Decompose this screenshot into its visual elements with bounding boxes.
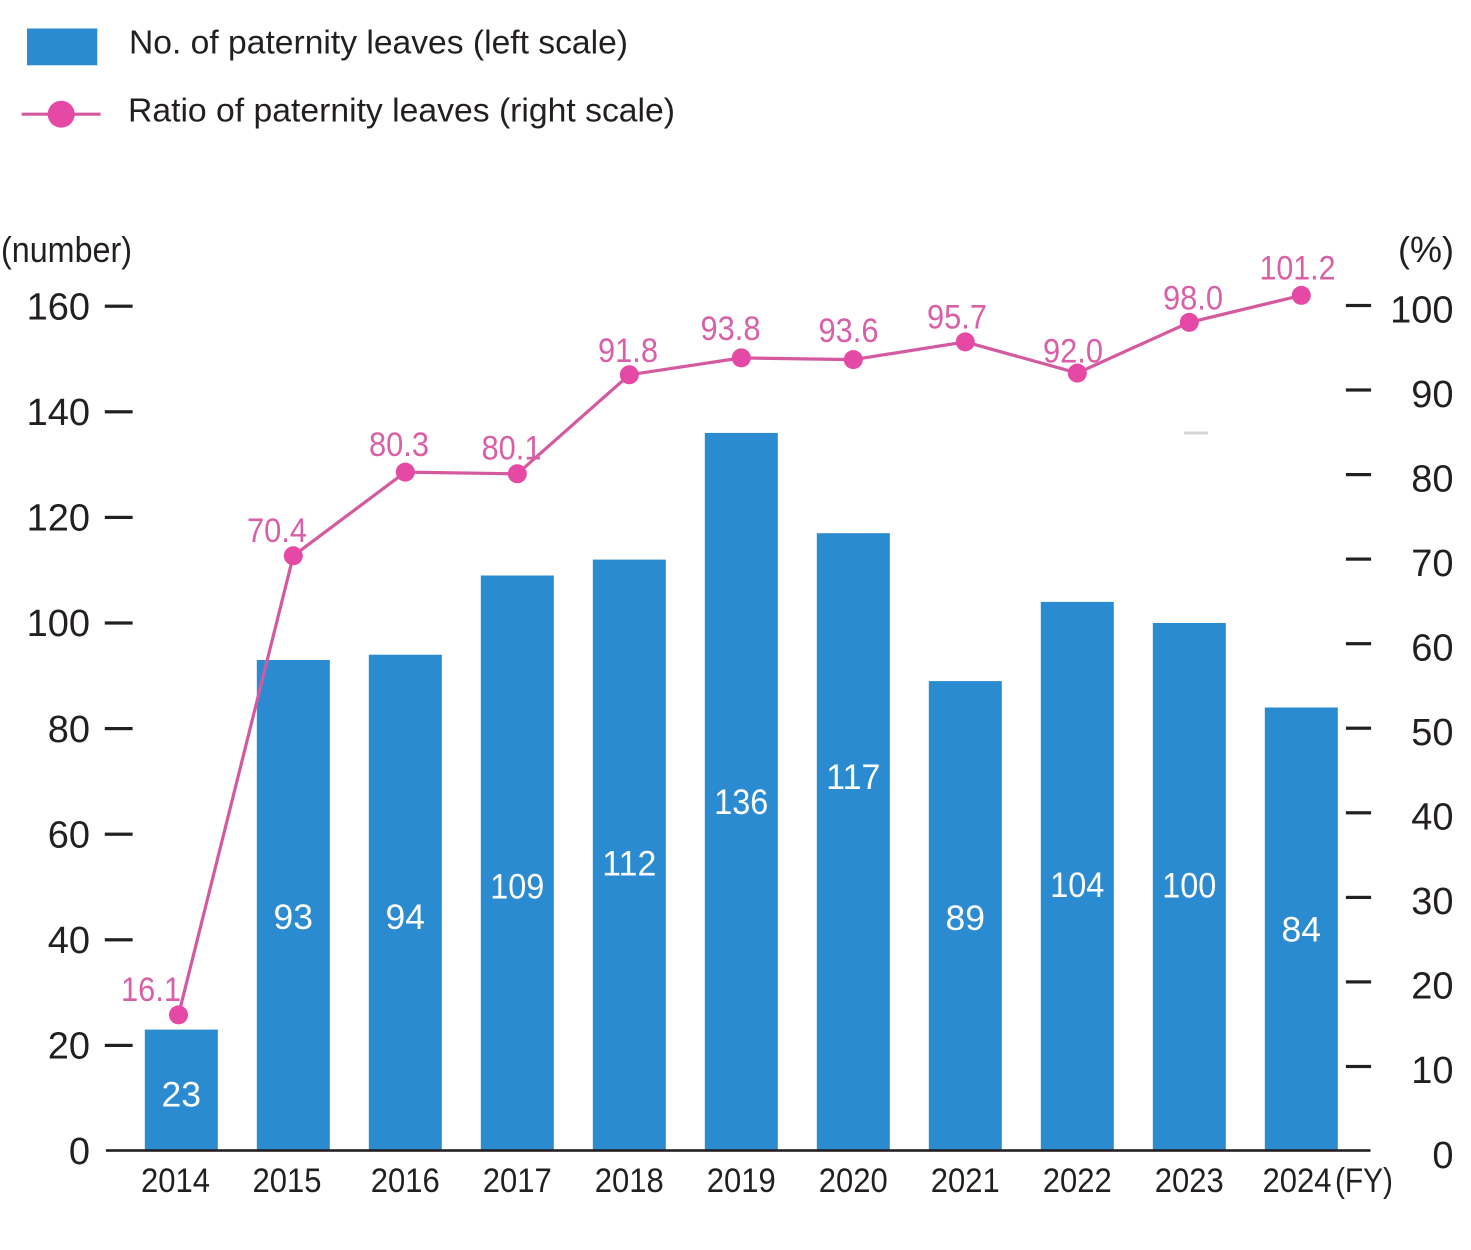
svg-text:92.0: 92.0 [1043, 333, 1103, 371]
svg-text:30: 30 [1411, 881, 1453, 923]
svg-text:40: 40 [1411, 797, 1453, 839]
svg-text:(%): (%) [1398, 229, 1454, 270]
svg-text:2024: 2024 [1263, 1162, 1332, 1200]
svg-text:101.2: 101.2 [1260, 250, 1336, 288]
svg-text:2018: 2018 [595, 1162, 664, 1200]
svg-text:80: 80 [1411, 458, 1453, 500]
svg-text:70.4: 70.4 [247, 512, 307, 550]
svg-text:0: 0 [1432, 1135, 1453, 1177]
svg-text:2016: 2016 [371, 1162, 440, 1200]
svg-text:90: 90 [1411, 374, 1453, 416]
svg-text:80.1: 80.1 [482, 430, 542, 468]
svg-text:20: 20 [1411, 966, 1453, 1008]
svg-text:60: 60 [48, 814, 90, 856]
svg-text:117: 117 [826, 757, 880, 797]
svg-text:No. of paternity leaves (left: No. of paternity leaves (left scale) [129, 24, 628, 61]
svg-text:2023: 2023 [1155, 1162, 1224, 1200]
svg-text:94: 94 [386, 897, 426, 937]
svg-text:136: 136 [714, 782, 768, 822]
svg-text:2019: 2019 [707, 1162, 776, 1200]
svg-text:93.6: 93.6 [819, 312, 879, 350]
svg-text:(number): (number) [1, 229, 132, 270]
svg-text:120: 120 [27, 498, 90, 540]
svg-text:2017: 2017 [483, 1162, 552, 1200]
svg-text:93: 93 [274, 897, 314, 937]
svg-text:40: 40 [48, 920, 90, 962]
svg-text:80.3: 80.3 [369, 426, 429, 464]
svg-text:89: 89 [946, 898, 986, 938]
svg-text:91.8: 91.8 [598, 332, 658, 370]
svg-text:2021: 2021 [931, 1162, 1000, 1200]
svg-text:2022: 2022 [1043, 1162, 1112, 1200]
svg-text:98.0: 98.0 [1163, 280, 1223, 318]
svg-text:84: 84 [1282, 910, 1322, 950]
svg-text:2015: 2015 [253, 1162, 322, 1200]
svg-text:50: 50 [1411, 712, 1453, 754]
svg-text:160: 160 [27, 286, 90, 328]
svg-text:(FY): (FY) [1335, 1162, 1393, 1200]
svg-text:100: 100 [1162, 866, 1216, 906]
svg-text:10: 10 [1411, 1050, 1453, 1092]
svg-text:109: 109 [490, 867, 544, 907]
svg-text:23: 23 [162, 1075, 202, 1115]
svg-text:104: 104 [1050, 865, 1104, 905]
svg-text:16.1: 16.1 [121, 971, 181, 1009]
svg-text:Ratio of paternity leaves (rig: Ratio of paternity leaves (right scale) [128, 92, 675, 129]
svg-text:112: 112 [602, 844, 656, 884]
svg-text:93.8: 93.8 [701, 310, 761, 348]
svg-text:100: 100 [1390, 289, 1453, 331]
svg-text:2020: 2020 [819, 1162, 888, 1200]
svg-text:0: 0 [69, 1131, 90, 1173]
svg-text:60: 60 [1411, 628, 1453, 670]
svg-text:140: 140 [27, 392, 90, 434]
svg-text:70: 70 [1411, 543, 1453, 585]
svg-text:80: 80 [48, 709, 90, 751]
svg-text:20: 20 [48, 1026, 90, 1068]
svg-text:100: 100 [27, 603, 90, 645]
svg-text:2014: 2014 [141, 1162, 210, 1200]
svg-text:95.7: 95.7 [927, 299, 987, 337]
